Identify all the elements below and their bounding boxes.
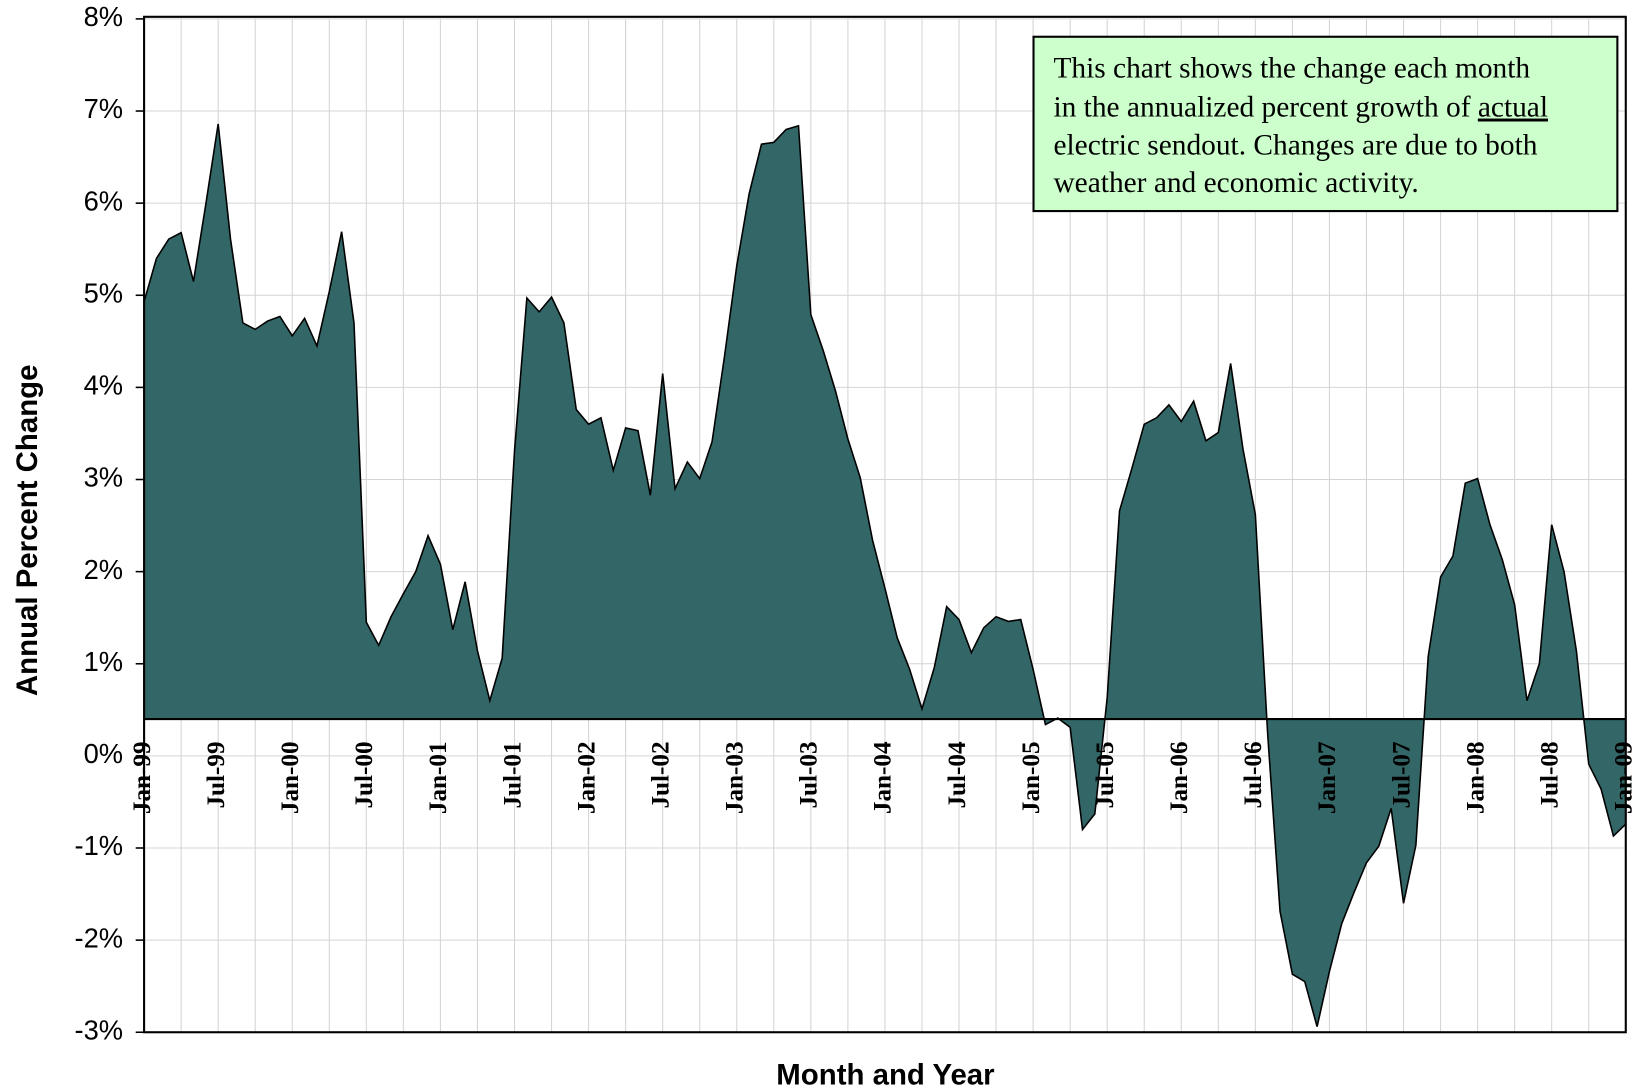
y-tick-label: -2% [75, 922, 124, 953]
x-tick-label: Jul-08 [1536, 741, 1563, 808]
y-tick-label: 8% [84, 1, 123, 32]
annotation-emphasis: actual [1478, 92, 1548, 124]
y-tick-label: 3% [84, 462, 123, 493]
x-tick-label: Jul-06 [1240, 741, 1267, 808]
x-tick-label: Jan-04 [870, 741, 897, 814]
x-tick-label: Jan-99 [129, 741, 156, 814]
y-tick-label: 1% [84, 646, 123, 677]
annotation-text: in the annualized percent growth of [1053, 92, 1470, 124]
y-tick-label: -1% [75, 830, 124, 861]
x-tick-label: Jan-08 [1462, 741, 1489, 814]
x-tick-label: Jan-00 [277, 741, 304, 814]
x-tick-label: Jul-05 [1092, 741, 1119, 808]
y-axis-title: Annual Percent Change [11, 365, 44, 697]
x-tick-label: Jul-01 [499, 741, 526, 808]
y-tick-label: 4% [84, 370, 123, 401]
y-tick-label: 6% [84, 185, 123, 216]
x-tick-label: Jan-01 [425, 741, 452, 814]
x-tick-label: Jan-05 [1018, 741, 1045, 814]
annotation-line: weather and economic activity. [1053, 167, 1418, 199]
x-tick-label: Jan-09 [1611, 741, 1638, 814]
x-tick-label: Jul-00 [351, 741, 378, 808]
annotation-line: electric sendout. Changes are due to bot… [1053, 129, 1537, 161]
x-tick-label: Jul-04 [944, 741, 971, 809]
plot-frame [143, 15, 1627, 1034]
axes: -3% -2% -1% 0% 1% 2% 3% 4% 5% 6% 7% 8% Jan-99 Jul-99 J… [75, 1, 1638, 1045]
y-tick-label: 0% [84, 738, 123, 769]
area-line [143, 123, 1627, 1027]
x-tick-label: Jan-03 [722, 741, 749, 814]
marks [143, 123, 1627, 1027]
annotation-box [1032, 35, 1619, 213]
y-tick-label: -3% [75, 1014, 124, 1045]
x-tick-label: Jan-06 [1166, 741, 1193, 814]
annotation-line: This chart shows the change each month [1053, 53, 1530, 85]
x-axis-title: Month and Year [776, 1059, 994, 1090]
y-tick-label: 5% [84, 277, 123, 308]
y-tick-label: 7% [84, 93, 123, 124]
area-fill [144, 123, 1626, 1027]
x-tick-label: Jul-07 [1388, 741, 1415, 808]
x-tick-label: Jul-99 [203, 741, 230, 808]
annotation-line: in the annualized percent growth of actua… [1053, 92, 1548, 124]
x-tick-label: Jan-02 [573, 741, 600, 814]
y-tick-label: 2% [84, 554, 123, 585]
x-tick-label: Jul-02 [647, 741, 674, 808]
x-tick-label: Jul-03 [796, 741, 823, 808]
x-tick-label: Jan-07 [1314, 741, 1341, 814]
